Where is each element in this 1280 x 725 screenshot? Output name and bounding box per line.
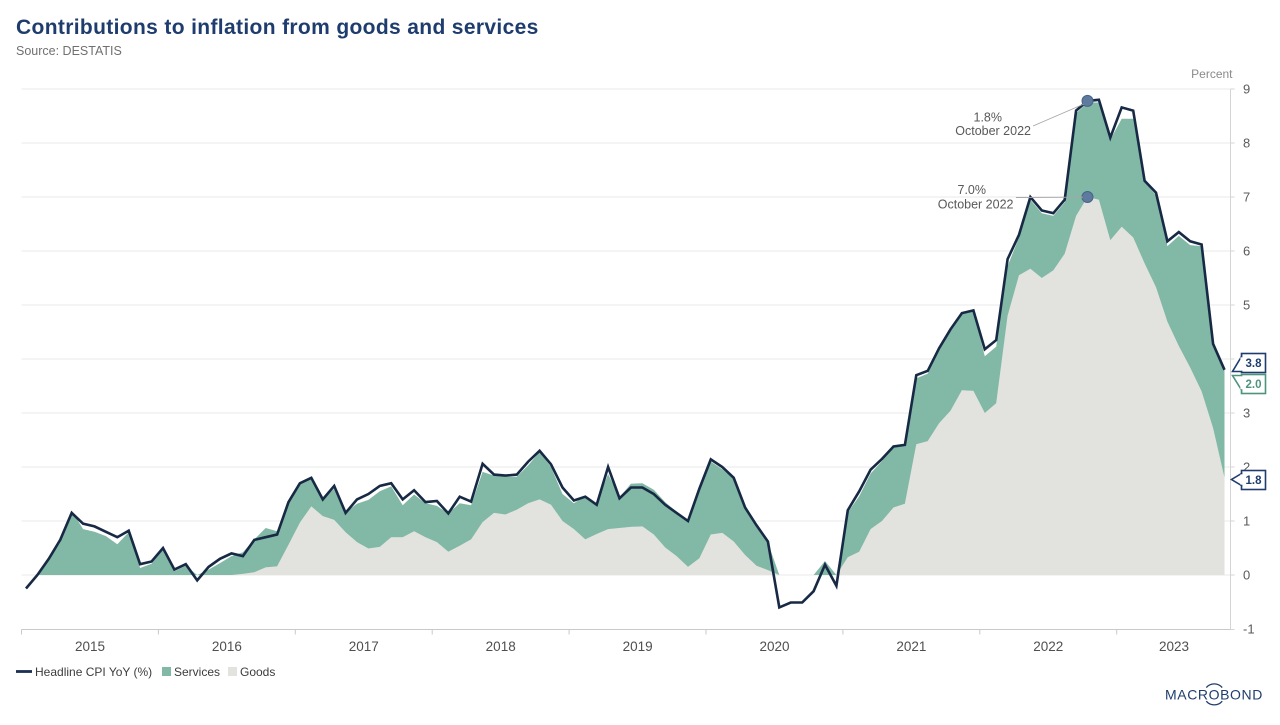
- svg-text:Goods: Goods: [240, 665, 275, 679]
- svg-text:7.0%: 7.0%: [958, 183, 987, 197]
- svg-text:2022: 2022: [1033, 639, 1063, 654]
- svg-text:2020: 2020: [759, 639, 789, 654]
- svg-text:3: 3: [1243, 406, 1250, 421]
- svg-text:6: 6: [1243, 244, 1250, 259]
- svg-text:1: 1: [1243, 514, 1250, 529]
- svg-text:5: 5: [1243, 298, 1250, 313]
- svg-text:October 2022: October 2022: [938, 198, 1014, 212]
- svg-text:2023: 2023: [1159, 639, 1189, 654]
- svg-text:Headline CPI YoY (%): Headline CPI YoY (%): [35, 665, 152, 679]
- svg-text:-1: -1: [1243, 622, 1255, 637]
- svg-text:2018: 2018: [486, 639, 516, 654]
- svg-text:9: 9: [1243, 82, 1250, 97]
- svg-text:0: 0: [1243, 568, 1250, 583]
- svg-text:2016: 2016: [212, 639, 242, 654]
- svg-text:2015: 2015: [75, 639, 105, 654]
- svg-text:Contributions to inflation fro: Contributions to inflation from goods an…: [16, 16, 539, 39]
- svg-text:1.8: 1.8: [1246, 475, 1263, 487]
- svg-text:3.8: 3.8: [1246, 358, 1263, 370]
- svg-text:2021: 2021: [896, 639, 926, 654]
- svg-text:2019: 2019: [623, 639, 653, 654]
- svg-text:8: 8: [1243, 136, 1250, 151]
- svg-text:2017: 2017: [349, 639, 379, 654]
- svg-text:MACROBOND: MACROBOND: [1165, 687, 1263, 703]
- svg-text:October 2022: October 2022: [955, 124, 1031, 138]
- svg-text:Source: DESTATIS: Source: DESTATIS: [16, 44, 122, 58]
- svg-text:Services: Services: [174, 665, 220, 679]
- svg-text:1.8%: 1.8%: [974, 111, 1003, 125]
- svg-text:Percent: Percent: [1191, 67, 1233, 81]
- svg-text:7: 7: [1243, 190, 1250, 205]
- svg-text:2.0: 2.0: [1246, 379, 1262, 391]
